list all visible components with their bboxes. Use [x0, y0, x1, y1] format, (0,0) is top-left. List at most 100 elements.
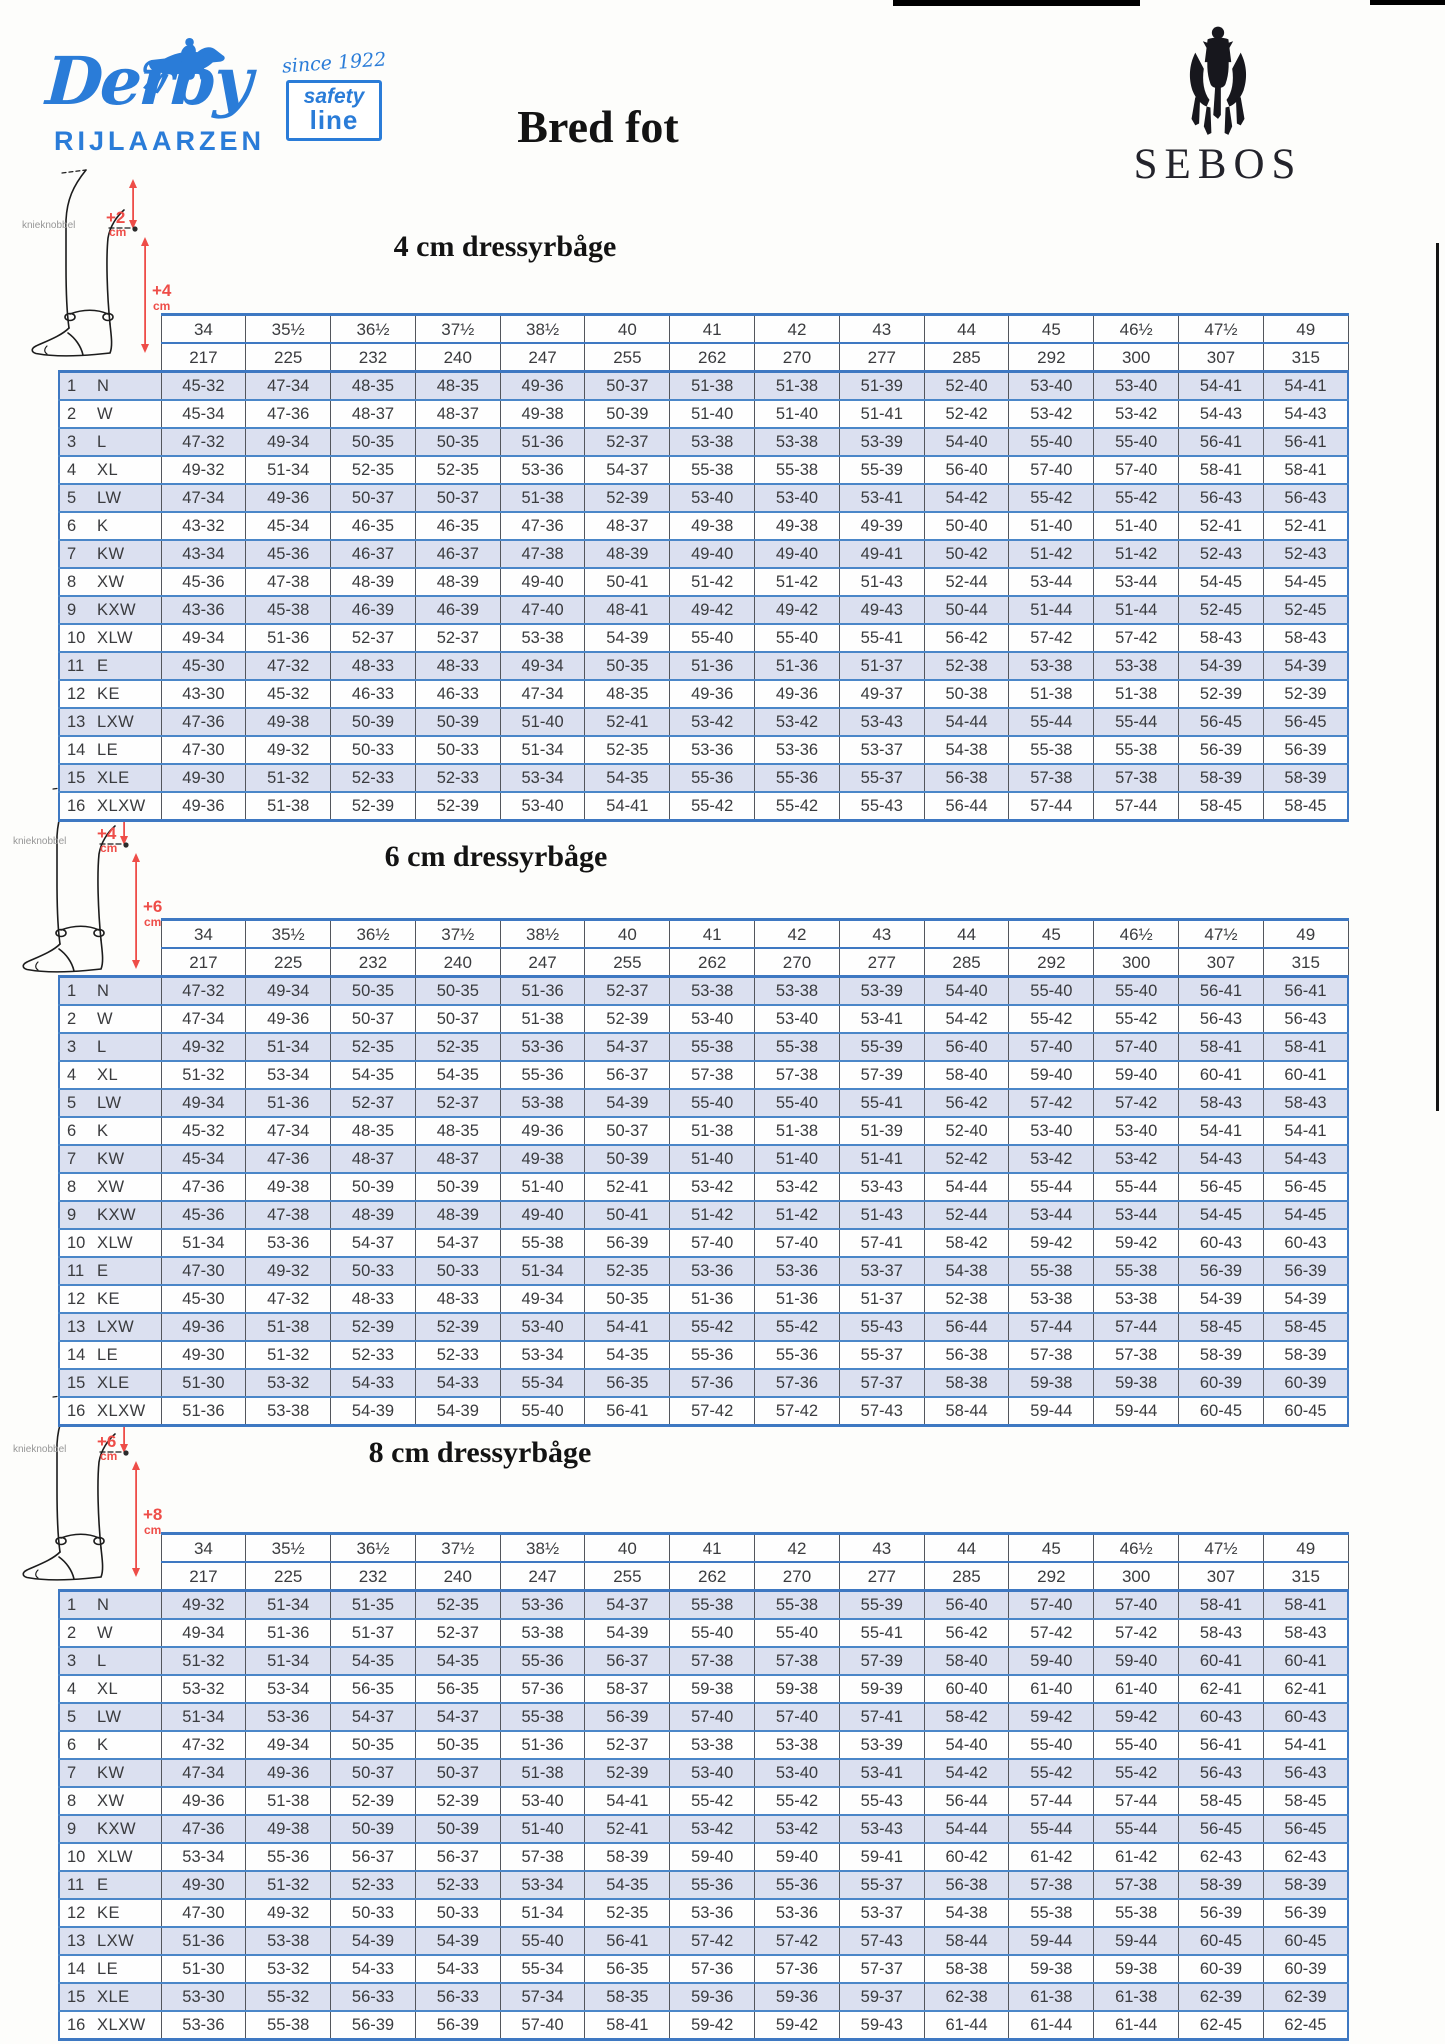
leg-diagram-6cm: knieknobbel +4 cm +6 cm	[13, 782, 191, 990]
size-cell: 53-38	[245, 1396, 332, 1427]
size-cell: 52-45	[1178, 595, 1264, 625]
mm-header-cell: 262	[669, 948, 756, 978]
size-cell: 59-42	[669, 2010, 756, 2041]
lower-leg-icon: knieknobbel +2 cm +4 cm	[22, 169, 172, 357]
row-code: L	[97, 432, 107, 451]
size-cell: 53-38	[754, 975, 840, 1006]
size-cell: 58-39	[1178, 1870, 1264, 1900]
row-label: 9 KXW	[58, 1200, 162, 1230]
size-cell: 57-38	[754, 1646, 840, 1676]
mm-header-cell: 270	[754, 1562, 840, 1592]
size-header-cell: 37½	[414, 1532, 501, 1563]
size-cell: 51-32	[160, 1060, 247, 1090]
size-cell: 57-40	[754, 1228, 840, 1258]
size-cell: 54-35	[414, 1060, 501, 1090]
sebos-wordmark: SEBOS	[1133, 141, 1303, 188]
scan-artifact-top	[893, 0, 1140, 6]
size-cell: 55-36	[754, 1340, 840, 1370]
table-row: 5 LW 51-34 53-36 54-37 54-37 55-38 56-39 57-40 57…	[58, 1702, 1350, 1732]
size-cell: 54-38	[923, 1256, 1010, 1286]
size-cell: 50-41	[584, 1200, 671, 1230]
row-number: 9	[67, 1205, 77, 1224]
size-cell: 57-38	[1008, 1340, 1095, 1370]
mm-header-cell: 225	[245, 343, 332, 373]
section-title-8cm: 8 cm dressyrbåge	[368, 1436, 592, 1469]
size-cell: 51-42	[669, 1200, 756, 1230]
size-cell: 54-41	[1262, 1116, 1350, 1146]
row-number: 5	[67, 1707, 77, 1726]
size-cell: 55-36	[669, 1870, 756, 1900]
row-label: 11 E	[58, 1256, 162, 1286]
row-label: 13 LXW	[58, 1926, 162, 1956]
size-cell: 51-41	[838, 1144, 925, 1174]
size-cell: 53-34	[160, 1842, 247, 1872]
size-cell: 49-36	[160, 791, 247, 822]
size-header-cell: 42	[754, 313, 840, 344]
table-row: 1 N 47-32 49-34 50-35 50-35 51-36 52-37 53-38 53-…	[58, 975, 1350, 1006]
row-number: 16	[67, 1401, 86, 1420]
size-cell: 51-36	[499, 975, 586, 1006]
size-cell: 57-38	[1093, 1870, 1180, 1900]
size-header-cell: 34	[160, 313, 247, 344]
mm-header-cell: 247	[499, 948, 586, 978]
size-cell: 51-38	[1093, 679, 1180, 709]
size-cell: 51-40	[1093, 511, 1180, 541]
size-cell: 46-37	[330, 539, 416, 569]
size-cell: 56-38	[923, 1870, 1010, 1900]
table-row: 12 KE 47-30 49-32 50-33 50-33 51-34 52-35 53-36 5…	[58, 1898, 1350, 1928]
size-cell: 53-41	[838, 1758, 925, 1788]
size-header-cell: 46½	[1093, 918, 1180, 949]
size-cell: 53-36	[499, 1589, 586, 1620]
size-cell: 48-35	[330, 370, 416, 401]
size-cell: 59-43	[838, 2010, 925, 2041]
size-cell: 58-43	[1262, 1088, 1350, 1118]
size-cell: 51-39	[838, 370, 925, 401]
size-cell: 58-41	[1178, 1589, 1264, 1620]
row-code: KXW	[97, 1205, 137, 1224]
knee-offset-label: +4	[97, 824, 117, 843]
horse-rider-silhouette-icon	[1189, 26, 1247, 135]
size-cell: 56-45	[1178, 1172, 1264, 1202]
size-cell: 50-33	[414, 1898, 501, 1928]
mm-header-cell: 217	[160, 343, 247, 373]
row-code: E	[97, 656, 109, 675]
derby-logo: Derby RIJLAARZEN since 1922 safety line	[44, 22, 387, 182]
row-code: XLW	[97, 628, 134, 647]
size-cell: 54-41	[1262, 370, 1350, 401]
row-label: 16 XLXW	[58, 2010, 162, 2041]
size-cell: 49-43	[838, 595, 925, 625]
size-cell: 50-39	[414, 1814, 501, 1844]
size-cell: 49-40	[499, 567, 586, 597]
row-code: KE	[97, 684, 121, 703]
size-cell: 56-39	[1262, 1256, 1350, 1286]
size-cell: 48-35	[330, 1116, 416, 1146]
size-cell: 53-38	[499, 1088, 586, 1118]
size-cell: 54-37	[330, 1702, 416, 1732]
size-cell: 51-39	[838, 1116, 925, 1146]
table-row: 6 K 43-32 45-34 46-35 46-35 47-36 48-37 49-38 49-…	[58, 511, 1350, 541]
size-cell: 62-39	[1178, 1982, 1264, 2012]
row-code: W	[97, 1623, 114, 1642]
size-cell: 47-34	[160, 483, 247, 513]
table-row: 8 XW 45-36 47-38 48-39 48-39 49-40 50-41 51-42 51…	[58, 567, 1350, 597]
row-number: 1	[67, 376, 77, 395]
row-number: 5	[67, 488, 77, 507]
size-header-cell: 40	[584, 1532, 671, 1563]
row-code: K	[97, 1121, 109, 1140]
size-cell: 49-38	[245, 1814, 332, 1844]
size-cell: 52-41	[584, 1814, 671, 1844]
table-row: 15 XLE 53-30 55-32 56-33 56-33 57-34 58-35 59-36…	[58, 1982, 1350, 2012]
size-cell: 56-35	[584, 1954, 671, 1984]
size-cell: 53-40	[499, 1312, 586, 1342]
size-cell: 56-41	[584, 1926, 671, 1956]
size-cell: 57-40	[1008, 1032, 1095, 1062]
size-cell: 56-40	[923, 1589, 1010, 1620]
row-label: 8 XW	[58, 1172, 162, 1202]
table-row: 1 N 45-32 47-34 48-35 48-35 49-36 50-37 51-38 51-…	[58, 370, 1350, 401]
row-code: XLXW	[97, 1401, 146, 1420]
size-cell: 54-35	[584, 1340, 671, 1370]
size-header-cell: 37½	[414, 313, 501, 344]
size-header-cell: 40	[584, 313, 671, 344]
